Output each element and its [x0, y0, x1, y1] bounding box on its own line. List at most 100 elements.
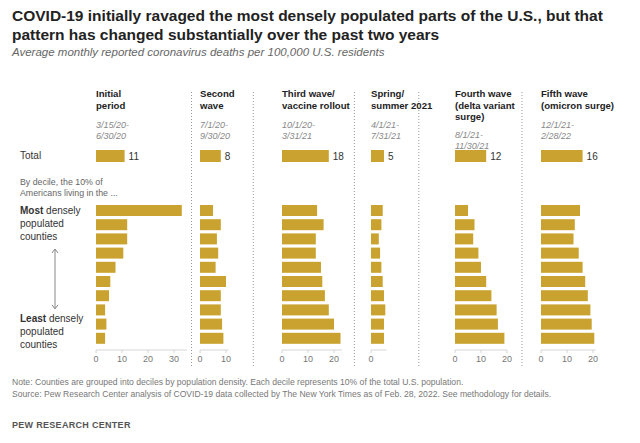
total-value: 11	[129, 151, 140, 162]
axis-line	[282, 350, 342, 351]
panel-period: 12/1/21-2/28/22	[540, 120, 574, 141]
tick-label: 0	[93, 354, 98, 364]
total-bar	[96, 150, 125, 162]
total-bar	[282, 150, 329, 162]
tick-label: 10	[303, 354, 313, 364]
bar	[371, 205, 383, 216]
bar	[282, 262, 321, 273]
subtitle: Average monthly reported coronavirus dea…	[12, 46, 632, 58]
category-label: Most denselypopulatedcounties	[20, 205, 81, 242]
bar	[541, 233, 574, 244]
bar	[282, 219, 324, 230]
bar	[200, 219, 221, 230]
total-value: 18	[333, 151, 345, 162]
bar	[96, 333, 105, 344]
tick	[567, 350, 568, 353]
bar	[541, 276, 585, 287]
tick-label: 20	[143, 354, 153, 364]
panel-period: 4/1/21-7/31/21	[371, 120, 401, 141]
bar	[282, 304, 329, 315]
bar	[371, 333, 384, 344]
bar	[371, 262, 381, 273]
bar	[96, 219, 127, 230]
bar	[455, 319, 498, 330]
bar	[200, 276, 226, 287]
bar	[455, 276, 486, 287]
tick	[507, 350, 508, 353]
tick	[96, 350, 97, 353]
bar	[541, 333, 594, 344]
bar	[371, 233, 379, 244]
bar	[96, 290, 109, 301]
panel-divider	[522, 92, 523, 368]
plot-area	[200, 150, 226, 344]
total-value: 16	[587, 151, 599, 162]
axis-line	[541, 350, 596, 351]
panel-divider	[354, 92, 355, 368]
source: Source: Pew Research Center analysis of …	[12, 389, 632, 400]
note: Note: Counties are grouped into deciles …	[12, 377, 632, 388]
tick	[122, 350, 123, 353]
bar	[371, 248, 380, 259]
bar	[200, 233, 217, 244]
panel-period: 3/15/20-6/30/20	[96, 120, 129, 141]
bar	[455, 333, 504, 344]
tick-label: 0	[538, 354, 543, 364]
tick	[308, 350, 309, 353]
panel-title: Fifth wave(omicron surge)	[541, 88, 614, 111]
bar	[96, 205, 182, 216]
bar	[371, 319, 384, 330]
bar	[282, 205, 317, 216]
bar	[200, 290, 221, 301]
bar	[200, 205, 213, 216]
plot-area	[371, 150, 385, 344]
plot-area	[282, 150, 341, 344]
bar	[541, 319, 592, 330]
chart: TotalBy decile, the 10% ofAmericans livi…	[0, 0, 640, 443]
arrowhead	[52, 249, 58, 253]
bar	[541, 248, 579, 259]
tick	[593, 350, 594, 353]
tick-label: 20	[502, 354, 512, 364]
bar	[371, 276, 383, 287]
arrowhead	[52, 305, 58, 309]
tick	[481, 350, 482, 353]
bar	[541, 304, 590, 315]
panel-divider	[191, 92, 192, 368]
tick-label: 0	[197, 354, 202, 364]
axis-line	[371, 350, 387, 351]
tick	[226, 350, 227, 353]
panel-title: Secondwave	[199, 88, 235, 111]
panel-title: Initialperiod	[96, 88, 125, 111]
bar	[371, 290, 384, 301]
tick	[334, 350, 335, 353]
total-value: 12	[490, 151, 502, 162]
tick-label: 10	[117, 354, 127, 364]
tick-label: 0	[368, 354, 373, 364]
plot-area	[96, 150, 182, 344]
total-bar	[200, 150, 221, 162]
bar	[282, 290, 325, 301]
title: COVID-19 initially ravaged the most dens…	[12, 6, 634, 44]
bar	[455, 233, 473, 244]
tick	[200, 350, 201, 353]
panel-divider	[418, 92, 419, 368]
bar	[96, 319, 106, 330]
total-bar	[455, 150, 486, 162]
bar	[200, 319, 222, 330]
bar	[282, 233, 316, 244]
bar	[455, 248, 478, 259]
tick	[282, 350, 283, 353]
bar	[96, 233, 127, 244]
panel-title: Third wave/vaccine rollout	[282, 88, 351, 111]
tick-label: 0	[452, 354, 457, 364]
bar	[282, 319, 334, 330]
panel-title: Fourth wave(delta variantsurge)	[455, 88, 516, 122]
bar	[371, 304, 385, 315]
total-value: 8	[225, 151, 231, 162]
panel-period: 8/1/21-11/30/21	[455, 130, 489, 151]
tick	[455, 350, 456, 353]
category-label: Least denselypopulatedcounties	[20, 313, 83, 350]
tick	[148, 350, 149, 353]
bar	[200, 248, 218, 259]
